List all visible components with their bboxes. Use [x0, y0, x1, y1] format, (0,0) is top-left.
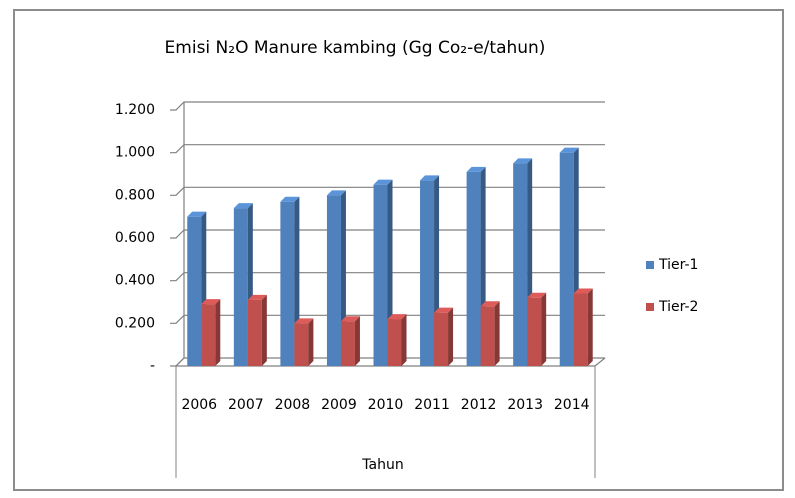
chart-frame [13, 9, 784, 491]
bar-side [401, 314, 407, 366]
bar-side [354, 316, 360, 366]
bar-front [513, 163, 528, 366]
bar-top [387, 314, 407, 320]
x-tick-label: 2010 [368, 397, 404, 413]
bar-front [527, 297, 542, 366]
x-tick-label: 2011 [414, 397, 450, 413]
y-tick-label: - [150, 358, 155, 374]
bar-front [559, 152, 574, 366]
bar-top [201, 299, 221, 305]
floor [176, 357, 606, 367]
bar-front [340, 321, 355, 366]
bar-top [280, 196, 300, 202]
bar-side [494, 301, 500, 366]
bar-front [233, 208, 248, 366]
bar [559, 147, 579, 366]
bar-top [187, 211, 207, 217]
bar-front [280, 201, 295, 366]
x-tick-label: 2013 [507, 397, 543, 413]
x-tick-label: 2014 [554, 397, 590, 413]
y-tick-label: 0.400 [115, 273, 155, 289]
bar-top [247, 294, 267, 300]
bar [480, 301, 500, 366]
bar-front [247, 299, 262, 366]
bar-front [420, 180, 435, 366]
x-tick-label: 2009 [321, 397, 357, 413]
y-tick-label: 1.200 [115, 102, 155, 118]
bar-side [308, 318, 314, 366]
bar-front [573, 293, 588, 366]
bar-front [201, 304, 216, 366]
y-tick-label: 1.000 [115, 145, 155, 161]
bar-top [373, 179, 393, 185]
bar-top [233, 203, 253, 209]
bar-side [261, 294, 267, 366]
legend-label: Tier-2 [658, 299, 698, 315]
x-axis-label: Tahun [361, 457, 403, 473]
y-tick-label: 0.200 [115, 315, 155, 331]
grid-line [170, 101, 605, 111]
bar-front [294, 323, 309, 366]
bar [387, 314, 407, 366]
bar-front [434, 312, 449, 366]
grid-line [170, 229, 605, 239]
bar-top [294, 318, 314, 324]
bar [247, 294, 267, 366]
bar-side [448, 307, 454, 366]
bar-top [513, 158, 533, 164]
bar-front [373, 184, 388, 366]
bar-front [326, 195, 341, 366]
bar-side [541, 292, 547, 366]
bar-top [527, 292, 547, 298]
chart-title: Emisi N₂O Manure kambing (Gg Co₂-e/tahun… [165, 38, 546, 58]
bar-side [587, 288, 593, 366]
bar-front [187, 216, 202, 366]
bar [434, 307, 454, 366]
bar-top [573, 288, 593, 294]
x-tick-label: 2012 [461, 397, 497, 413]
y-tick-label: 0.800 [115, 187, 155, 203]
bar [340, 316, 360, 366]
bar-top [466, 166, 486, 172]
bar-front [480, 306, 495, 366]
bar-top [326, 190, 346, 196]
legend-swatch [646, 303, 654, 311]
bar-top [340, 316, 360, 322]
grid-line [170, 144, 605, 154]
bar [294, 318, 314, 366]
bar [201, 299, 221, 366]
bar-side [215, 299, 221, 366]
bar [527, 292, 547, 366]
bar-top [559, 147, 579, 153]
legend-label: Tier-1 [658, 257, 698, 273]
bar [573, 288, 593, 366]
x-tick-label: 2006 [181, 397, 217, 413]
x-tick-label: 2008 [275, 397, 311, 413]
grid-line [170, 272, 605, 282]
bar-top [480, 301, 500, 307]
legend-swatch [646, 261, 654, 269]
bar-front [466, 171, 481, 366]
grid-line [170, 186, 605, 196]
bar-top [420, 175, 440, 181]
bar-top [434, 307, 454, 313]
bar-front [387, 319, 402, 366]
y-tick-label: 0.600 [115, 230, 155, 246]
x-tick-label: 2007 [228, 397, 264, 413]
